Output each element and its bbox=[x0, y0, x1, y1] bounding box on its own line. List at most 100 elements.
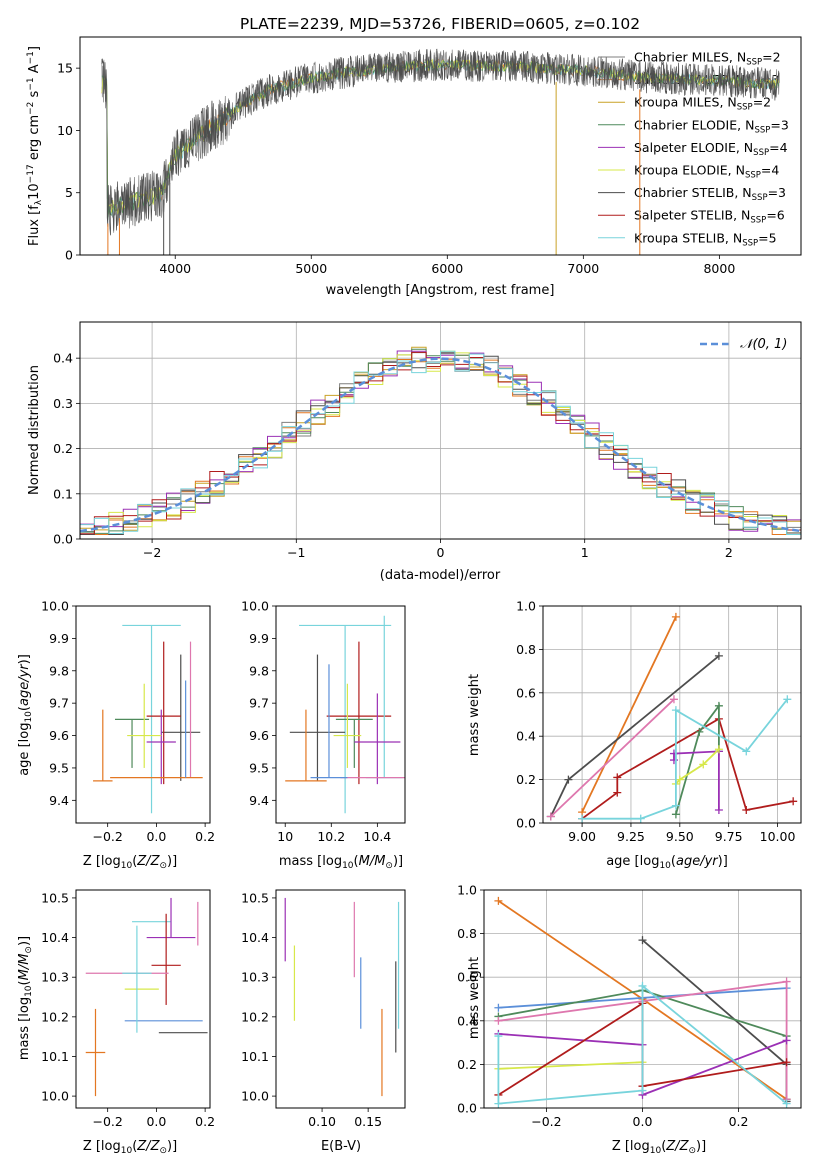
y-tick-label: 0.8 bbox=[516, 642, 536, 657]
legend-label: Chabrier ELODIE, NSSP=3 bbox=[634, 117, 789, 135]
plus-marker bbox=[675, 775, 684, 784]
spectrum-ylabel: Flux [fλ10−17 erg cm−2 s−1 A−1] bbox=[26, 46, 44, 246]
plot-area bbox=[93, 624, 203, 814]
y-tick-label: 9.7 bbox=[249, 696, 269, 711]
legend-suffix: =6 bbox=[766, 208, 784, 223]
y-tick-label: 10.0 bbox=[41, 1089, 69, 1104]
x-tick-label: 9.50 bbox=[666, 829, 694, 844]
mass-weight-series bbox=[582, 698, 789, 820]
mass-weight-vs-age-panel: age [log10(age/yr)] mass weight 9.00 9.25… bbox=[467, 599, 802, 871]
plus-marker bbox=[494, 1003, 503, 1012]
plus-marker bbox=[782, 1036, 791, 1045]
x-tick-label: 10.00 bbox=[760, 829, 796, 844]
residuals-ylabel: Normed distribution bbox=[27, 365, 42, 495]
mwAge-ylabel: mass weight bbox=[467, 674, 482, 756]
y-tick-label: 10.2 bbox=[241, 1009, 269, 1024]
plus-marker bbox=[789, 797, 798, 806]
y-tick-label: 10.5 bbox=[241, 890, 269, 905]
y-tick-label: 10.4 bbox=[41, 930, 69, 945]
legend-subscript: SSP bbox=[746, 58, 762, 68]
plot-area bbox=[285, 615, 405, 814]
legend-subscript: SSP bbox=[753, 148, 769, 158]
x-tick-label: −0.2 bbox=[531, 1114, 561, 1129]
x-tick-label: 0 bbox=[437, 545, 445, 560]
x-tick-label: −0.2 bbox=[92, 1114, 122, 1129]
y-tick-label: 0.4 bbox=[516, 729, 536, 744]
mass-weight-series bbox=[550, 698, 675, 818]
mwZ-xlabel: Z [log10(Z/Z⊙)] bbox=[612, 1139, 706, 1156]
x-tick-label: 0.0 bbox=[633, 1114, 653, 1129]
x-tick-label: 0.0 bbox=[146, 829, 166, 844]
plus-marker bbox=[714, 805, 723, 814]
mass-weight-series bbox=[675, 748, 720, 785]
y-tick-label: 0.3 bbox=[53, 396, 73, 411]
y-tick-label: 0.1 bbox=[53, 486, 73, 501]
y-tick-label: 9.5 bbox=[249, 760, 269, 775]
x-tick-label: 0.10 bbox=[308, 1114, 336, 1129]
y-tick-label: 9.5 bbox=[49, 760, 69, 775]
ageM-xlabel: mass [log10(M/M⊙)] bbox=[279, 854, 403, 871]
x-tick-label: 7000 bbox=[567, 261, 599, 276]
plus-marker bbox=[742, 805, 751, 814]
legend-suffix: =3 bbox=[768, 185, 786, 200]
legend-subscript: SSP bbox=[752, 193, 768, 203]
legend-subscript: SSP bbox=[742, 238, 758, 248]
y-tick-label: 10.0 bbox=[41, 599, 69, 614]
plus-marker bbox=[494, 896, 503, 905]
plus-marker bbox=[546, 812, 555, 821]
plus-marker bbox=[613, 788, 622, 797]
plus-marker bbox=[783, 695, 792, 704]
plus-marker bbox=[699, 760, 708, 769]
y-tick-label: 0 bbox=[65, 248, 73, 263]
x-tick-label: −1 bbox=[287, 545, 305, 560]
x-tick-label: 0.15 bbox=[354, 1114, 382, 1129]
axes-frame bbox=[483, 889, 802, 1109]
mass-weight-series bbox=[497, 984, 788, 1105]
plot-area bbox=[80, 346, 801, 535]
plus-marker bbox=[638, 936, 647, 945]
y-tick-label: 5 bbox=[65, 185, 73, 200]
mass-weight-series bbox=[675, 703, 720, 815]
y-tick-label: 0.4 bbox=[457, 1013, 477, 1028]
y-tick-label: 10.3 bbox=[41, 970, 69, 985]
residual-histogram-panel: (data-model)/error Normed distribution 𝒩… bbox=[27, 321, 802, 583]
plus-marker bbox=[564, 775, 573, 784]
axes-frame bbox=[75, 605, 211, 824]
plot-area bbox=[85, 897, 208, 1097]
y-tick-label: 0.2 bbox=[516, 772, 536, 787]
y-tick-label: 0.8 bbox=[457, 926, 477, 941]
plus-marker bbox=[671, 810, 680, 819]
mass-weight-series bbox=[673, 750, 720, 810]
legend-suffix: =2 bbox=[753, 95, 771, 110]
x-tick-label: 9.75 bbox=[715, 829, 743, 844]
axes-frame bbox=[75, 889, 211, 1109]
massE-xlabel: E(B-V) bbox=[321, 1139, 361, 1154]
legend-suffix: =4 bbox=[769, 140, 787, 155]
y-tick-label: 10.1 bbox=[241, 1049, 269, 1064]
plus-marker bbox=[638, 981, 647, 990]
spectrum-panel: wavelength [Angstrom, rest frame] Flux [… bbox=[26, 36, 802, 298]
x-tick-label: −0.2 bbox=[92, 829, 122, 844]
x-tick-label: 0.2 bbox=[195, 829, 215, 844]
axes-frame bbox=[79, 321, 802, 540]
y-tick-label: 9.8 bbox=[249, 663, 269, 678]
axes-frame bbox=[275, 889, 406, 1109]
legend-suffix: =2 bbox=[762, 50, 780, 65]
legend-label: Kroupa ELODIE, NSSP=4 bbox=[634, 163, 779, 181]
legend-suffix: =4 bbox=[761, 163, 779, 178]
normal-curve bbox=[80, 357, 801, 533]
y-tick-label: 9.4 bbox=[249, 793, 269, 808]
plus-marker bbox=[638, 1086, 647, 1095]
legend-suffix: =5 bbox=[758, 230, 776, 245]
legend-subscript: SSP bbox=[737, 103, 753, 113]
x-tick-label: −2 bbox=[143, 545, 161, 560]
legend-subscript: SSP bbox=[750, 216, 766, 226]
plus-marker bbox=[714, 701, 723, 710]
residuals-xlabel: (data-model)/error bbox=[380, 568, 501, 583]
x-tick-label: 2 bbox=[725, 545, 733, 560]
y-tick-label: 10.2 bbox=[41, 1009, 69, 1024]
y-tick-label: 10 bbox=[57, 123, 73, 138]
y-tick-label: 0.2 bbox=[53, 441, 73, 456]
massZ-ylabel: mass [log10(M/M⊙)] bbox=[17, 936, 34, 1060]
